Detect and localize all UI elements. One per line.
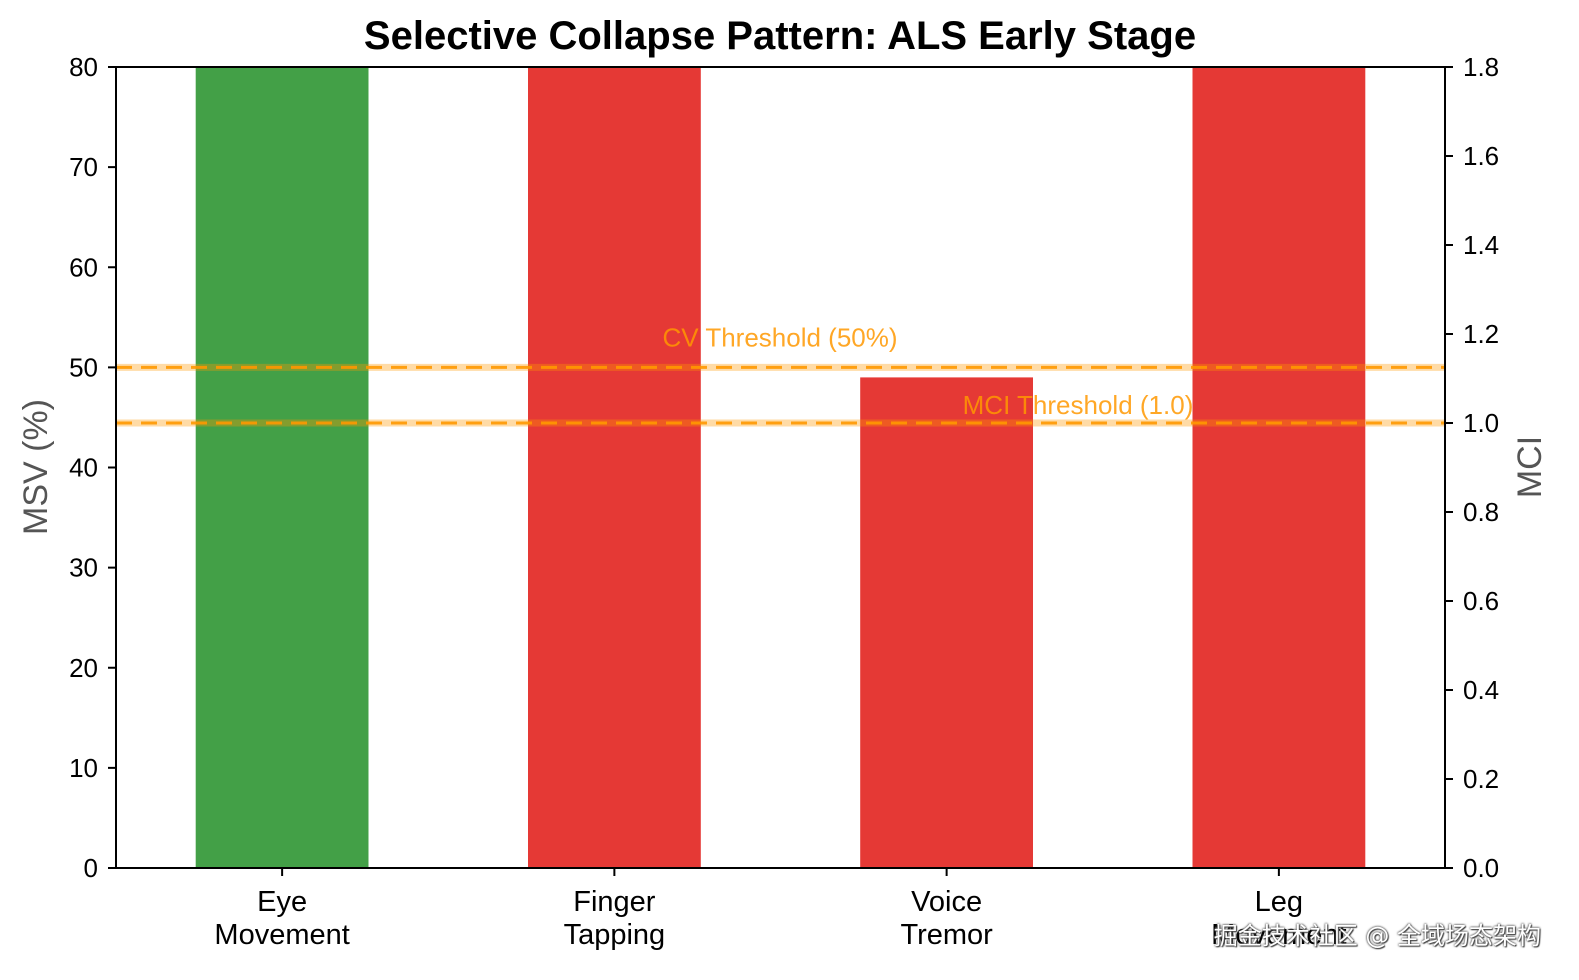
y-tick-label-60: 60 <box>69 252 98 282</box>
watermark: 掘金技术社区 @ 全域场态架构 <box>1213 922 1541 950</box>
y2-tick-label-1.4: 1.4 <box>1463 230 1499 260</box>
y2-tick-label-0.0: 0.0 <box>1463 853 1499 883</box>
x-tick-label-2: Finger Tapping <box>564 886 666 951</box>
chart-title: Selective Collapse Pattern: ALS Early St… <box>364 14 1196 58</box>
y2-tick-label-1.2: 1.2 <box>1463 319 1499 349</box>
y2-tick-label-1.6: 1.6 <box>1463 141 1499 171</box>
x-tick-label-1: Eye Movement <box>214 886 349 951</box>
y2-tick-label-0.2: 0.2 <box>1463 764 1499 794</box>
y2-tick-label-1.8: 1.8 <box>1463 52 1499 82</box>
threshold-label-1: CV Threshold (50%) <box>662 322 897 352</box>
bar-2 <box>528 67 701 868</box>
y2-tick-label-0.4: 0.4 <box>1463 675 1499 705</box>
bar-4 <box>1192 67 1366 868</box>
y-axis-label: MSV (%) <box>17 399 55 535</box>
y-tick-label-30: 30 <box>69 553 98 583</box>
y2-tick-label-0.6: 0.6 <box>1463 586 1499 616</box>
y2-axis-label: MCI <box>1511 436 1549 498</box>
y-tick-label-0: 0 <box>84 853 98 883</box>
y-tick-label-70: 70 <box>69 152 98 182</box>
y-tick-label-80: 80 <box>69 52 98 82</box>
y2-tick-label-0.8: 0.8 <box>1463 497 1499 527</box>
y-tick-label-40: 40 <box>69 453 98 483</box>
y-tick-label-10: 10 <box>69 753 98 783</box>
y2-tick-label-1.0: 1.0 <box>1463 408 1499 438</box>
threshold-label-2: MCI Threshold (1.0) <box>963 390 1194 420</box>
bar-1 <box>195 67 369 868</box>
bar-3 <box>860 377 1033 868</box>
y-tick-label-20: 20 <box>69 653 98 683</box>
y-tick-label-50: 50 <box>69 352 98 382</box>
x-tick-label-4: Leg Movement <box>1211 886 1346 951</box>
x-tick-label-3: Voice Tremor <box>900 886 993 951</box>
